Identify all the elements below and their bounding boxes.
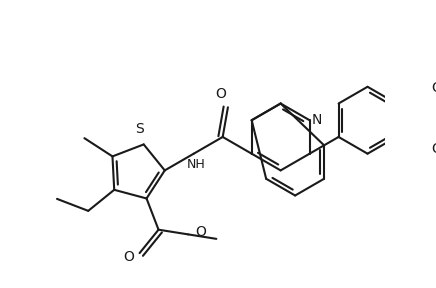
Text: O: O [215, 87, 226, 101]
Text: O: O [431, 82, 436, 95]
Text: O: O [195, 225, 206, 239]
Text: NH: NH [187, 158, 206, 171]
Text: S: S [135, 122, 144, 136]
Text: O: O [123, 251, 134, 264]
Text: N: N [311, 113, 322, 127]
Text: O: O [431, 142, 436, 156]
